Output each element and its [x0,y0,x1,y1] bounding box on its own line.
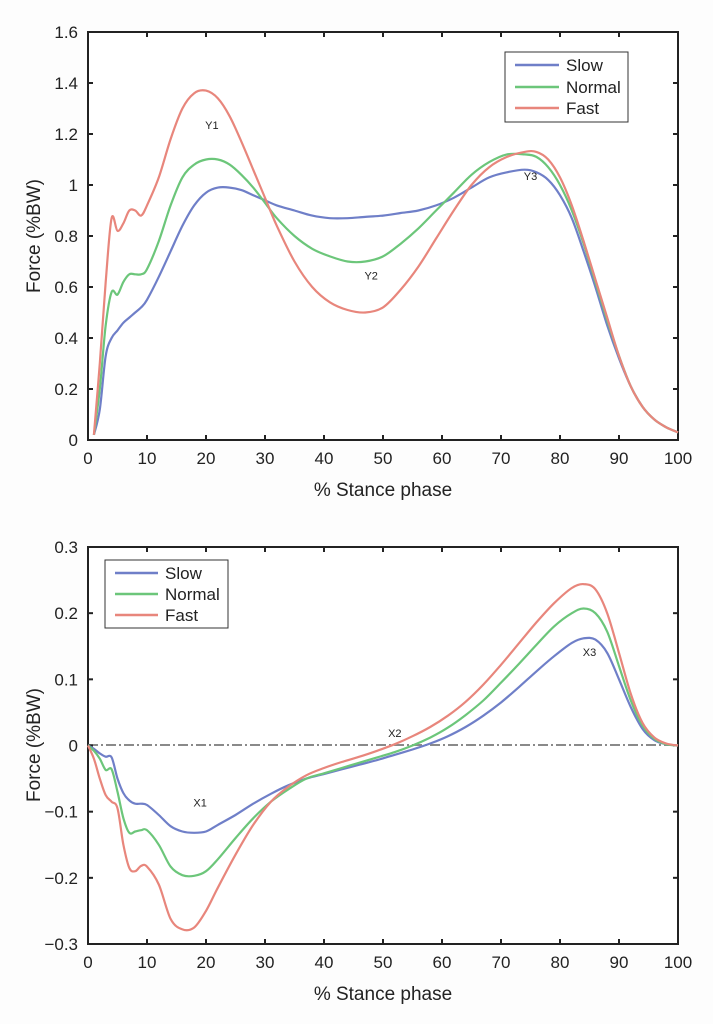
y-tick-label: 0.1 [54,670,78,689]
annotation-y3: Y3 [524,171,537,183]
legend-label-slow: Slow [566,56,604,75]
y-tick-label: 0.8 [54,227,78,246]
x-tick-label: 40 [315,449,334,468]
legend-label-slow: Slow [165,564,203,583]
series-group [92,89,679,436]
legend-label-fast: Fast [165,606,198,625]
series-line-fast [86,582,679,932]
y-tick-label: 0.6 [54,278,78,297]
y-tick-label: 1.4 [54,74,78,93]
y-tick-label: −0.2 [44,869,78,888]
x-axis-label: % Stance phase [314,480,452,501]
x-tick-label: 70 [492,449,511,468]
annotation-x3: X3 [583,647,596,659]
x-tick-label: 10 [138,953,157,972]
x-tick-label: 70 [492,953,511,972]
x-tick-label: 40 [315,953,334,972]
x-axis-label: % Stance phase [314,984,452,1005]
x-tick-label: 10 [138,449,157,468]
legend: Slow Normal Fast [104,559,229,629]
vertical-force-chart: 0 10 20 30 40 50 60 70 80 90 100 0 0.2 0.4 0.6 0.8 1 1.2 1… [24,23,692,501]
x-tick-label: 60 [433,953,452,972]
y-tick-label: 0 [69,431,78,450]
x-tick-label: 20 [197,449,216,468]
y-tick-label: 0.3 [54,538,78,557]
y-tick-label: 0.4 [54,329,78,348]
x-tick-label: 100 [664,449,692,468]
annotations: Y1 Y2 Y3 [205,120,537,282]
x-tick-label: 20 [197,953,216,972]
legend-label-fast: Fast [566,99,599,118]
y-tick-label: 1.2 [54,125,78,144]
y-tick-label: 1.6 [54,23,78,42]
x-tick-label: 50 [374,449,393,468]
y-tick-label: 1 [69,176,78,195]
series-line-slow [92,168,679,436]
ticks: 0 10 20 30 40 50 60 70 80 90 100 −0.3 −0.2 −0.1 0 0.1 0.… [44,538,692,972]
x-tick-label: 30 [256,953,275,972]
annotation-x2: X2 [388,728,401,740]
y-tick-label: −0.1 [44,803,78,822]
ticks: 0 10 20 30 40 50 60 70 80 90 100 0 0.2 0.4 0.6 0.8 1 1.2 1… [54,23,692,468]
x-tick-label: 60 [433,449,452,468]
y-tick-label: 0 [69,737,78,756]
series-line-fast [92,89,679,435]
annotations: X1 X2 X3 [193,647,596,809]
series-group [86,582,679,932]
series-line-normal [87,607,679,878]
x-tick-label: 30 [256,449,275,468]
annotation-y1: Y1 [205,120,218,132]
x-tick-label: 0 [83,953,92,972]
x-tick-label: 50 [374,953,393,972]
y-tick-label: 0.2 [54,604,78,623]
y-axis-label: Force (%BW) [24,688,45,802]
x-tick-label: 80 [551,449,570,468]
y-tick-label: 0.2 [54,380,78,399]
legend-label-normal: Normal [566,78,621,97]
annotation-x1: X1 [193,797,206,809]
x-tick-label: 100 [664,953,692,972]
anteroposterior-force-chart: 0 10 20 30 40 50 60 70 80 90 100 −0.3 −0.2 −0.1 0 0.1 0.… [24,538,692,1005]
x-tick-label: 0 [83,449,92,468]
y-tick-label: −0.3 [44,935,78,954]
x-tick-label: 90 [610,953,629,972]
x-tick-label: 90 [610,449,629,468]
legend-box [104,559,229,629]
x-tick-label: 80 [551,953,570,972]
legend: Slow Normal Fast [504,51,629,123]
legend-label-normal: Normal [165,585,220,604]
y-axis-label: Force (%BW) [24,179,45,293]
annotation-y2: Y2 [364,270,377,282]
